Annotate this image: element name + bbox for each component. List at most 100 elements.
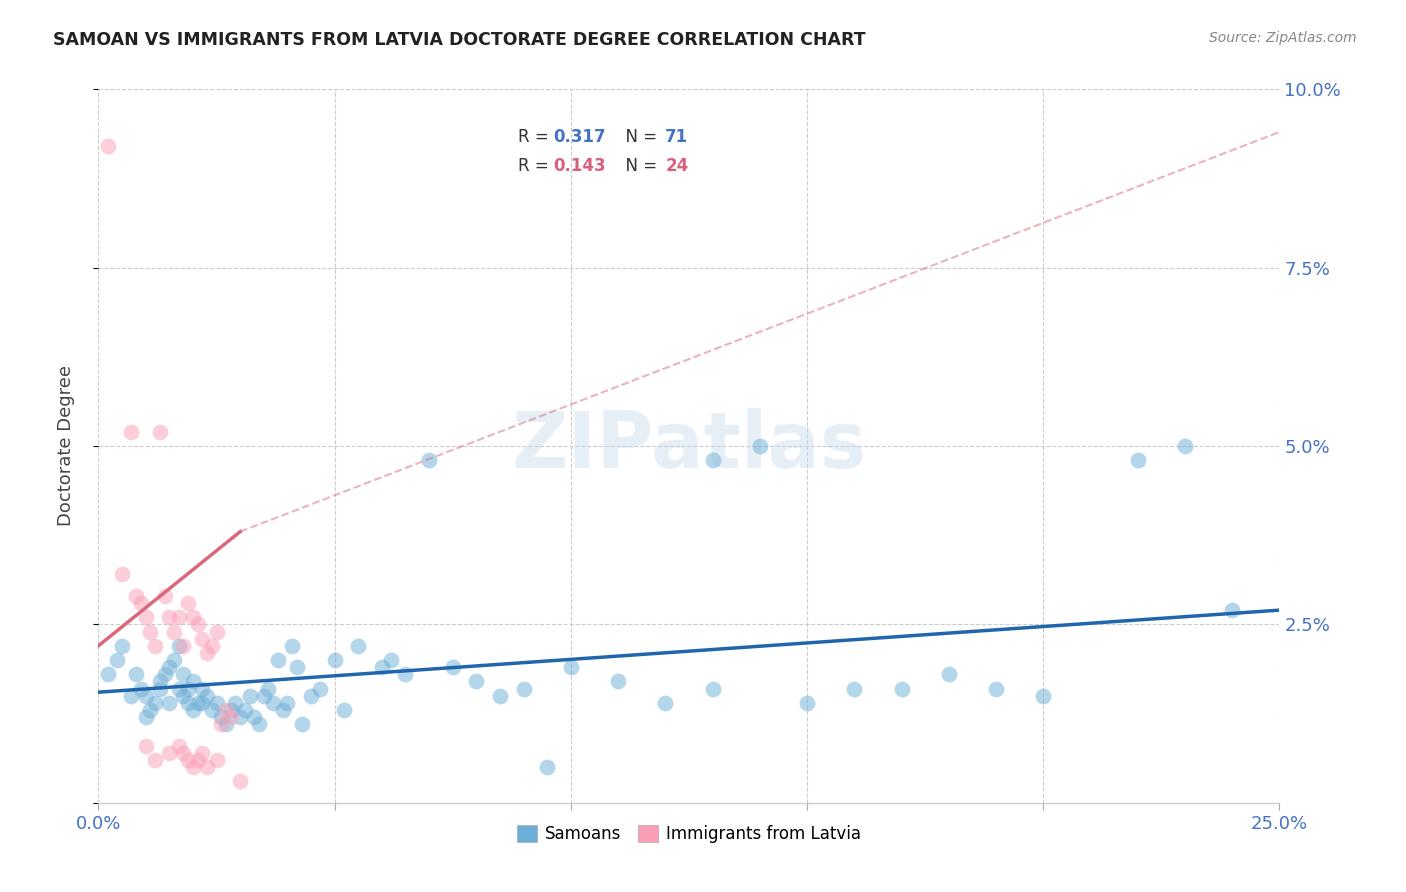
Point (143, 753, 166, 767)
Point (299, 689, 322, 703)
Point (167, 610, 190, 624)
Text: 0.317: 0.317 (553, 128, 606, 146)
Point (157, 610, 180, 624)
Y-axis label: Doctorate Degree: Doctorate Degree (56, 366, 75, 526)
Point (177, 596, 200, 610)
Point (181, 610, 204, 624)
Point (191, 632, 214, 646)
Text: 24: 24 (665, 157, 689, 175)
Point (191, 696, 214, 710)
Point (167, 639, 190, 653)
Point (380, 653, 402, 667)
Point (157, 660, 180, 674)
Point (139, 624, 162, 639)
Point (195, 689, 218, 703)
Point (984, 681, 1007, 696)
Point (209, 717, 232, 731)
Point (135, 610, 157, 624)
Point (938, 667, 960, 681)
Text: 71: 71 (665, 128, 689, 146)
Point (441, 660, 464, 674)
Point (181, 674, 204, 689)
Point (347, 639, 370, 653)
Point (149, 425, 172, 439)
Point (157, 696, 180, 710)
Point (195, 646, 218, 660)
Point (201, 703, 224, 717)
Text: Source: ZipAtlas.com: Source: ZipAtlas.com (1209, 31, 1357, 45)
Point (172, 639, 194, 653)
Point (796, 696, 818, 710)
Text: ZIPatlas: ZIPatlas (512, 408, 866, 484)
Point (323, 653, 346, 667)
Point (149, 681, 172, 696)
Point (163, 653, 186, 667)
Point (163, 624, 186, 639)
Point (167, 739, 190, 753)
Point (253, 689, 276, 703)
Point (172, 689, 194, 703)
Point (209, 710, 232, 724)
Point (290, 717, 312, 731)
Point (172, 667, 194, 681)
Point (191, 681, 214, 696)
Point (215, 703, 238, 717)
Point (157, 746, 180, 760)
Legend: Samoans, Immigrants from Latvia: Samoans, Immigrants from Latvia (508, 817, 870, 852)
Point (654, 696, 676, 710)
Point (167, 681, 190, 696)
Point (276, 696, 298, 710)
Point (187, 696, 209, 710)
Point (267, 653, 290, 667)
Point (844, 681, 866, 696)
Point (201, 639, 224, 653)
Point (172, 746, 194, 760)
Point (243, 710, 266, 724)
Point (143, 639, 166, 653)
Point (111, 567, 134, 582)
Point (219, 710, 242, 724)
Point (281, 639, 304, 653)
Point (1032, 689, 1054, 703)
Point (181, 703, 204, 717)
Text: R =: R = (517, 157, 554, 175)
Point (135, 710, 157, 724)
Point (111, 639, 134, 653)
Point (149, 674, 172, 689)
Point (215, 717, 238, 731)
Point (309, 681, 332, 696)
Point (1220, 603, 1243, 617)
Point (187, 753, 209, 767)
Point (371, 660, 394, 674)
Point (247, 717, 270, 731)
Point (135, 739, 157, 753)
Point (205, 696, 228, 710)
Point (489, 689, 512, 703)
Text: N =: N = (614, 128, 662, 146)
Point (125, 667, 148, 681)
Point (233, 703, 256, 717)
Point (702, 453, 724, 467)
Point (560, 660, 582, 674)
Point (239, 689, 262, 703)
Point (285, 660, 308, 674)
Point (121, 425, 143, 439)
Point (394, 667, 416, 681)
Point (153, 667, 176, 681)
Point (271, 703, 294, 717)
Point (125, 589, 148, 603)
Point (195, 760, 218, 774)
Point (105, 653, 128, 667)
Point (143, 696, 166, 710)
Point (177, 681, 200, 696)
Point (333, 703, 356, 717)
Point (177, 696, 200, 710)
Point (97, 667, 120, 681)
Point (229, 774, 252, 789)
Text: R =: R = (517, 128, 554, 146)
Point (205, 624, 228, 639)
Point (536, 760, 558, 774)
Point (224, 696, 246, 710)
Point (205, 753, 228, 767)
Point (1126, 453, 1149, 467)
